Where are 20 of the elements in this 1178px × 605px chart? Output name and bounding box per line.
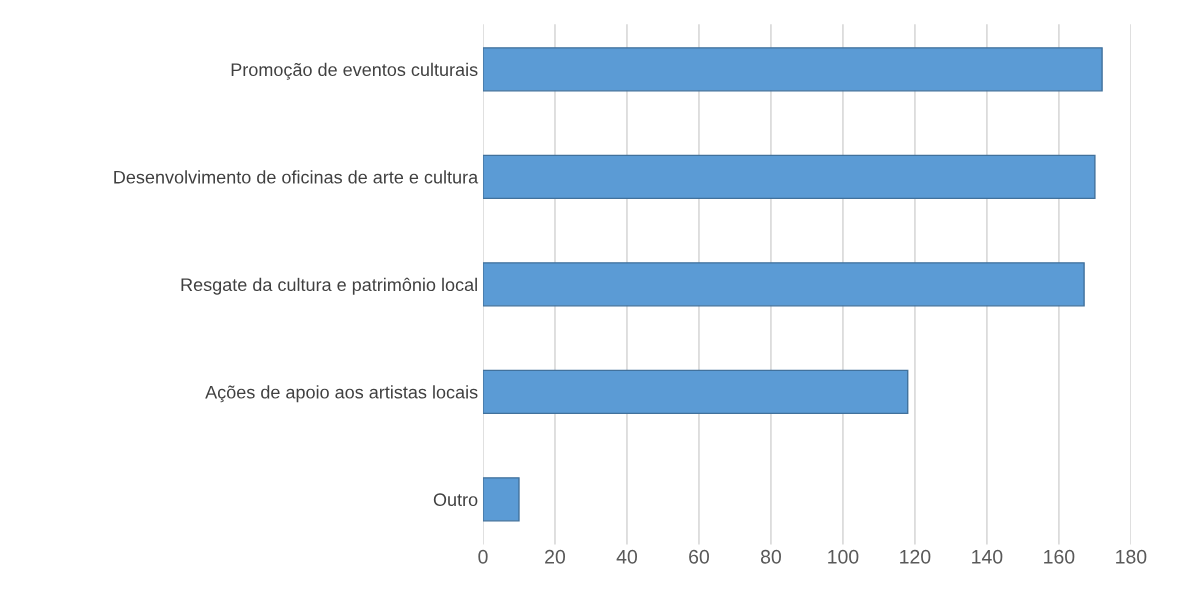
- x-tick-label: 120: [900, 549, 931, 564]
- x-tick-label: 180: [1116, 549, 1147, 564]
- x-tick-label: 160: [1044, 549, 1075, 564]
- x-tick-label: 60: [689, 549, 709, 564]
- y-tick-label: Ações de apoio aos artistas locais: [205, 385, 478, 403]
- y-tick-label: Outro: [433, 493, 478, 507]
- bar: [482, 47, 1103, 92]
- y-tick-label: Promoção de eventos culturais: [231, 62, 478, 80]
- y-tick-label: Desenvolvimento de oficinas de arte e cultura: [114, 170, 479, 184]
- y-tick-label: Resgate da cultura e patrimônio local: [181, 277, 477, 295]
- bar: [482, 262, 1085, 307]
- x-tick-label: 40: [616, 549, 638, 564]
- x-tick-label: 140: [972, 549, 1003, 564]
- x-tick-label: 20: [545, 549, 566, 564]
- x-tick-label: 0: [478, 549, 488, 564]
- x-tick-label: 100: [828, 549, 859, 564]
- x-tick-label: 80: [760, 549, 781, 564]
- bar: [482, 154, 1096, 200]
- bar: [482, 369, 909, 415]
- bar: [482, 477, 520, 522]
